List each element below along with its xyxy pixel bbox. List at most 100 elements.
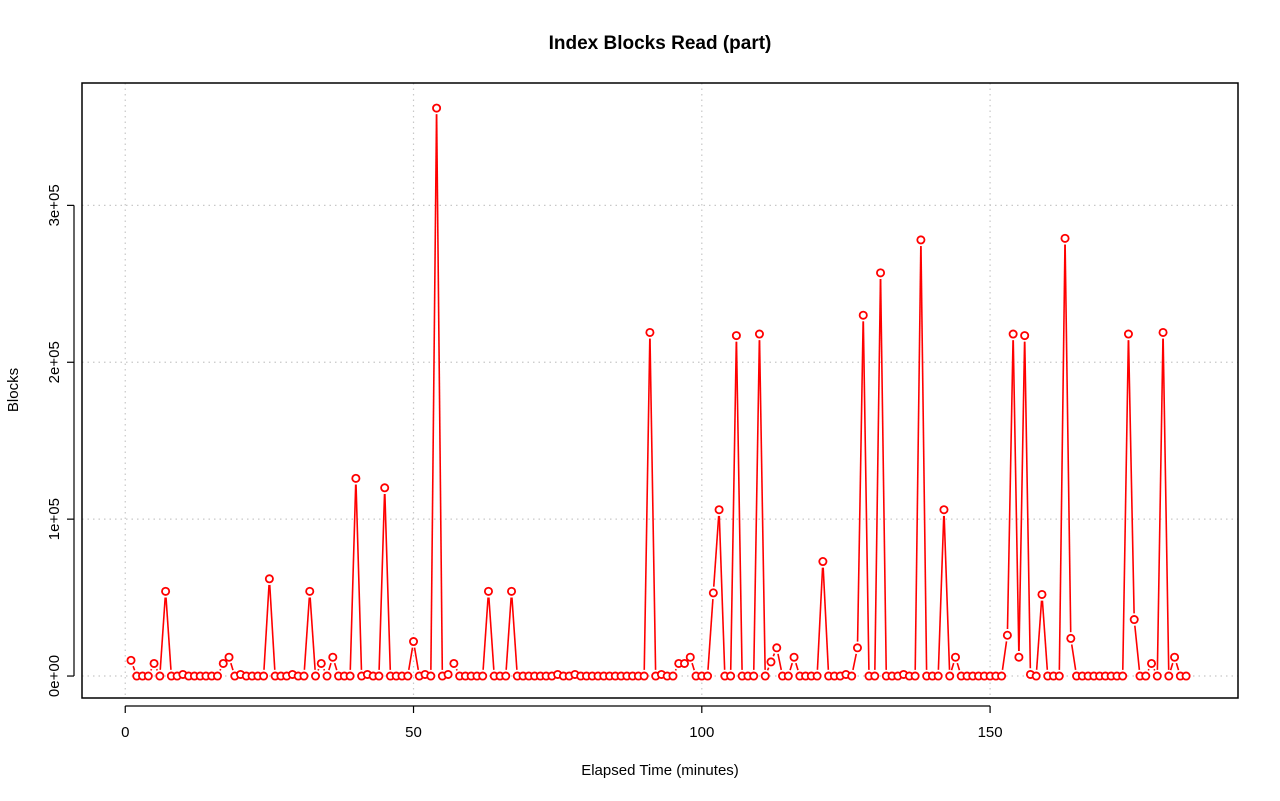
data-point: [403, 671, 413, 681]
data-point: [731, 331, 741, 341]
series-line-segment: [822, 567, 830, 670]
data-point: [443, 669, 453, 679]
data-point: [708, 588, 718, 598]
data-point: [351, 473, 361, 483]
series-line-segment: [643, 338, 651, 670]
data-point: [1170, 652, 1180, 662]
series-line-segment: [132, 665, 136, 671]
data-point: [143, 671, 153, 681]
series-line-segment: [317, 668, 320, 671]
data-point: [322, 671, 332, 681]
series-line-segment: [303, 597, 311, 670]
chart-title: Index Blocks Read (part): [549, 33, 772, 54]
data-point: [380, 483, 390, 493]
data-point: [754, 329, 764, 339]
series-line-segment: [384, 493, 392, 670]
series-line-segment: [752, 340, 761, 670]
series-line-segment: [1035, 600, 1043, 670]
series-line-segment: [155, 668, 158, 671]
series-line-segment: [766, 667, 770, 671]
data-point: [155, 671, 165, 681]
series-line-segment: [1156, 338, 1164, 670]
data-point: [950, 652, 960, 662]
data-point: [870, 671, 880, 681]
y-tick-label: 3e+05: [46, 184, 63, 226]
series-line-segment: [511, 597, 518, 670]
data-point: [212, 671, 222, 681]
series-line-segment: [1121, 340, 1130, 670]
series-line-segment: [455, 668, 458, 671]
data-point: [1164, 671, 1174, 681]
data-point: [316, 658, 326, 668]
data-point: [1002, 630, 1012, 640]
data-point: [680, 658, 690, 668]
data-point: [345, 671, 355, 681]
series-line-segment: [691, 662, 695, 671]
data-point: [852, 643, 862, 653]
series-line-segment: [482, 597, 489, 670]
data-point: [1066, 633, 1076, 643]
data-point: [1014, 652, 1024, 662]
series-line-segment: [435, 114, 444, 670]
series-line-segment: [777, 653, 783, 671]
series-line-segment: [914, 246, 922, 670]
data-point: [1181, 671, 1191, 681]
series-line-segment: [323, 668, 326, 671]
series-line-segment: [920, 246, 928, 670]
data-point: [1031, 671, 1041, 681]
data-point: [259, 671, 269, 681]
series-line-segment: [1006, 340, 1014, 630]
data-point: [772, 643, 782, 653]
data-point: [812, 671, 822, 681]
series-line-segment: [328, 662, 332, 671]
data-point: [264, 574, 274, 584]
data-point: [1060, 233, 1070, 243]
x-tick-label: 150: [978, 724, 1003, 741]
data-point: [126, 655, 136, 665]
data-point: [449, 658, 459, 668]
series-line-segment: [1134, 625, 1141, 670]
data-point: [1141, 671, 1151, 681]
series-line-segment: [505, 597, 512, 670]
series-line-segment: [430, 114, 438, 670]
series-line-segment: [862, 321, 870, 670]
y-axis-title: Blocks: [5, 368, 22, 412]
series-line-segment: [333, 662, 338, 671]
data-point: [910, 671, 920, 681]
series-line-segment: [488, 597, 495, 670]
series-line-segment: [950, 662, 955, 671]
data-point: [703, 671, 713, 681]
series-line-segment: [1070, 644, 1077, 671]
series-line-segment: [1058, 244, 1066, 670]
series-line-segment: [1001, 641, 1008, 671]
data-point: [432, 103, 442, 113]
series-line-segment: [349, 484, 357, 670]
series-line-segment: [674, 668, 677, 671]
data-point: [1129, 615, 1139, 625]
series-line-segment: [937, 515, 945, 670]
data-point: [668, 671, 678, 681]
data-point: [218, 658, 228, 668]
data-point: [1054, 671, 1064, 681]
y-tick-label: 1e+05: [46, 498, 63, 540]
series-line-segment: [1018, 341, 1026, 652]
data-point: [945, 671, 955, 681]
data-point: [916, 235, 926, 245]
data-point: [858, 310, 868, 320]
data-point: [299, 671, 309, 681]
data-point: [305, 586, 315, 596]
series-line-segment: [309, 597, 316, 670]
data-point: [224, 652, 234, 662]
series-line-segment: [263, 584, 270, 670]
data-point: [1123, 329, 1133, 339]
data-point: [311, 671, 321, 681]
series-line-segment: [956, 662, 961, 671]
data-point: [876, 268, 886, 278]
x-tick-label: 0: [121, 724, 129, 741]
series-line-segment: [707, 599, 714, 670]
series-points: [126, 103, 1191, 681]
data-point: [639, 671, 649, 681]
series-line-segment: [735, 341, 743, 670]
